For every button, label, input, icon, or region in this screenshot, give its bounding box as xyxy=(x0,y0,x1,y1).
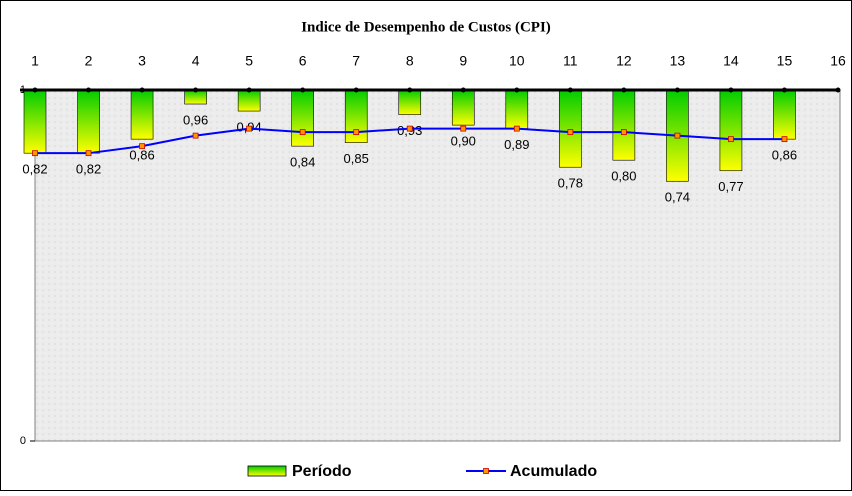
bar xyxy=(398,89,422,115)
bar xyxy=(23,89,47,154)
data-label: 0,86 xyxy=(772,148,797,163)
axis-dot xyxy=(835,87,841,93)
marker xyxy=(781,136,788,143)
axis-dot xyxy=(674,87,680,93)
x-tick-label: 14 xyxy=(723,53,739,69)
x-tick-label: 9 xyxy=(459,53,467,69)
x-tick-label: 6 xyxy=(299,53,307,69)
axis-dot xyxy=(567,87,573,93)
marker xyxy=(192,132,199,139)
data-label: 0,90 xyxy=(451,134,476,149)
bar xyxy=(130,89,154,140)
marker xyxy=(299,129,306,136)
axis-dot xyxy=(353,87,359,93)
legend-label: Período xyxy=(292,463,352,480)
data-label: 0,84 xyxy=(290,155,315,170)
marker xyxy=(85,150,92,157)
x-tick-label: 5 xyxy=(245,53,253,69)
data-label: 0,96 xyxy=(183,112,208,127)
bar xyxy=(77,89,100,154)
bar xyxy=(773,89,796,140)
data-label: 0,86 xyxy=(129,148,154,163)
marker xyxy=(513,125,520,132)
data-label: 0,78 xyxy=(558,176,583,191)
axis-dot xyxy=(193,87,199,93)
bar xyxy=(451,89,475,126)
marker xyxy=(567,129,574,136)
chart-title: Indice de Desempenho de Custos (CPI) xyxy=(301,19,551,35)
bar xyxy=(505,89,529,129)
marker xyxy=(674,132,681,139)
legend-marker xyxy=(483,468,489,474)
bar xyxy=(237,89,261,112)
marker xyxy=(620,129,627,136)
x-tick-label: 8 xyxy=(406,53,414,69)
x-tick-label: 13 xyxy=(670,53,686,69)
data-label: 0,82 xyxy=(22,162,47,177)
data-label: 0,89 xyxy=(504,137,529,152)
x-tick-label: 11 xyxy=(563,53,578,69)
bar xyxy=(559,89,582,168)
data-label: 0,74 xyxy=(665,190,690,205)
x-tick-label: 4 xyxy=(192,53,200,69)
x-tick-label: 15 xyxy=(777,53,793,69)
marker xyxy=(460,125,467,132)
marker xyxy=(139,143,145,150)
y-tick-label: 0 xyxy=(20,435,26,447)
legend-label: Acumulado xyxy=(510,463,597,480)
x-tick-label: 2 xyxy=(85,53,93,69)
x-tick-label: 12 xyxy=(616,53,632,69)
marker xyxy=(406,125,413,132)
axis-dot xyxy=(621,87,627,93)
bar xyxy=(719,89,743,172)
axis-dot xyxy=(246,87,252,93)
axis-dot xyxy=(460,87,466,93)
marker xyxy=(32,150,38,157)
axis-dot xyxy=(514,87,520,93)
x-tick-label: 7 xyxy=(352,53,360,69)
axis-dot xyxy=(300,87,306,93)
axis-dot xyxy=(407,87,413,93)
axis-dot xyxy=(86,87,92,93)
marker xyxy=(353,129,360,136)
axis-dot xyxy=(139,87,145,93)
plot-area xyxy=(34,89,841,442)
x-tick-label: 16 xyxy=(830,53,846,69)
axis-dot xyxy=(32,87,38,93)
data-label: 0,85 xyxy=(344,151,369,166)
x-tick-label: 10 xyxy=(509,53,525,69)
axis-dot xyxy=(781,87,787,93)
legend-swatch xyxy=(247,465,287,477)
bar xyxy=(612,89,636,161)
bar xyxy=(291,89,314,147)
axis-dot xyxy=(728,87,734,93)
data-label: 0,80 xyxy=(611,169,636,184)
data-label: 0,77 xyxy=(718,179,743,194)
x-tick-label: 1 xyxy=(31,53,39,69)
marker xyxy=(728,136,734,143)
data-label: 0,82 xyxy=(76,162,101,177)
x-tick-label: 3 xyxy=(138,53,146,69)
marker xyxy=(246,125,253,132)
